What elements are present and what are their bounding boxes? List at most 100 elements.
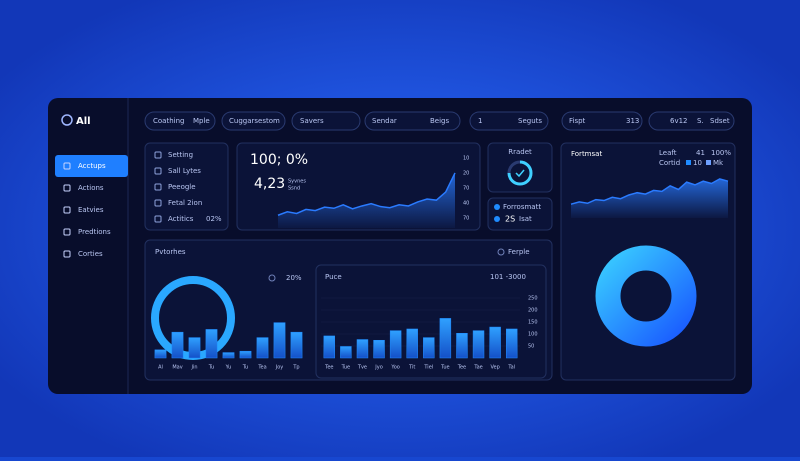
toolbar-label[interactable]: Coathing (153, 117, 184, 125)
toolbar-pill[interactable] (648, 111, 735, 131)
axis-label: 20 (463, 171, 469, 177)
axis-label: 10 (463, 156, 469, 162)
check-item[interactable]: Actitics (168, 215, 194, 223)
x-tick-label: Mav (172, 365, 182, 371)
nav-item[interactable]: Acctups (78, 162, 106, 170)
toolbar-label[interactable]: Seguts (518, 117, 542, 125)
toolbar-label[interactable]: Fispt (569, 117, 586, 125)
price-title: Puce (325, 273, 342, 281)
bar (171, 331, 184, 359)
legend-swatch (706, 160, 711, 165)
badge: 02% (206, 215, 222, 223)
bar (406, 328, 418, 359)
area-line (570, 178, 729, 205)
nav-icon (63, 250, 71, 258)
toolbar-label[interactable]: 1 (478, 117, 482, 125)
toolbar-label[interactable]: S. (697, 117, 704, 125)
logo-icon (61, 114, 73, 126)
bar (323, 335, 336, 359)
donut (595, 245, 697, 347)
x-tick-label: Joy (275, 365, 284, 371)
bar (340, 346, 352, 359)
gauge-label: 20% (286, 274, 302, 282)
checkbox (154, 183, 162, 191)
toolbar-label[interactable]: Sdset (710, 117, 730, 125)
radar-title: Rradet (508, 148, 532, 156)
x-tick-label: Jyo (374, 365, 383, 371)
x-tick-label: Yoo (390, 365, 400, 371)
toolbar-label[interactable]: Savers (300, 117, 324, 125)
check-item[interactable]: Setting (168, 151, 193, 159)
y-tick-label: 200 (528, 308, 538, 314)
toolbar-pill[interactable] (291, 111, 361, 131)
nav-active[interactable] (55, 155, 128, 177)
toolbar-pill[interactable] (221, 111, 286, 131)
axis-label: 70 (463, 216, 469, 222)
toolbar-label[interactable]: Mple (193, 117, 210, 125)
x-tick-label: Tae (473, 365, 482, 371)
nav-item[interactable]: Actions (78, 184, 104, 192)
toolbar-label[interactable]: Cuggarsestom (229, 117, 280, 125)
format-value: 2S (505, 215, 515, 224)
logo: All (76, 116, 91, 127)
x-tick-label: Tea (257, 365, 266, 371)
toolbar-pill[interactable] (469, 111, 549, 131)
filter[interactable]: Ferple (508, 248, 530, 256)
check-item[interactable]: Fetal 2ion (168, 199, 202, 207)
toolbar-label[interactable]: 6v12 (670, 117, 688, 125)
check-item[interactable]: Peeogle (168, 183, 196, 191)
checkbox (154, 199, 162, 207)
nav-icon (63, 162, 71, 170)
bar (222, 352, 235, 359)
gauge-icon (268, 274, 276, 282)
x-tick-label: Jin (190, 365, 197, 371)
x-tick-label: Tu (242, 365, 248, 371)
bar (256, 337, 269, 359)
toolbar-label[interactable]: Beigs (430, 117, 449, 125)
area-fill (278, 172, 455, 228)
legend: Cortid (659, 159, 680, 167)
toolbar-pill[interactable] (364, 111, 461, 131)
axis-label: 40 (463, 201, 469, 207)
dot (494, 216, 500, 222)
headline: 100; 0% (250, 152, 308, 168)
price-card (315, 264, 547, 379)
legend: Mk (713, 159, 724, 167)
caption: Ssnd (288, 186, 300, 192)
x-tick-label: Tue (341, 365, 351, 371)
toolbar-pill[interactable] (144, 111, 216, 131)
nav-item[interactable]: Corties (78, 250, 103, 258)
x-tick-label: Al (158, 365, 163, 371)
bar (505, 328, 518, 359)
x-tick-label: Tit (408, 365, 415, 371)
bar (356, 339, 369, 359)
toolbar-label[interactable]: 313 (626, 117, 639, 125)
value: 4,23 (254, 176, 285, 192)
toolbar-label[interactable]: Sendar (372, 117, 397, 125)
nav-icon (63, 228, 71, 236)
bar (373, 339, 385, 359)
x-tick-label: Tiel (423, 365, 433, 371)
price-range[interactable]: 101 -3000 (490, 273, 526, 281)
x-tick-label: Vep (490, 365, 499, 371)
bar (489, 326, 501, 359)
bar (239, 350, 252, 359)
format-unit: Isat (519, 215, 532, 223)
checkbox (154, 167, 162, 175)
legend: 100% (711, 149, 731, 157)
axis-label: 70 (463, 186, 469, 192)
toolbar-pill[interactable] (561, 111, 643, 131)
check-item[interactable]: Sall Lytes (168, 167, 201, 175)
dot (494, 204, 500, 210)
y-tick-label: 150 (528, 320, 538, 326)
bar (290, 331, 303, 359)
area-line (277, 172, 456, 216)
checkbox (154, 151, 162, 159)
radar-arc (507, 160, 533, 186)
caption: Syvnes (288, 179, 306, 185)
nav-item[interactable]: Predtions (78, 228, 111, 236)
area-fill (571, 178, 728, 218)
nav-item[interactable]: Eatvies (78, 206, 104, 214)
overview-title: Pvtorhes (155, 248, 186, 256)
